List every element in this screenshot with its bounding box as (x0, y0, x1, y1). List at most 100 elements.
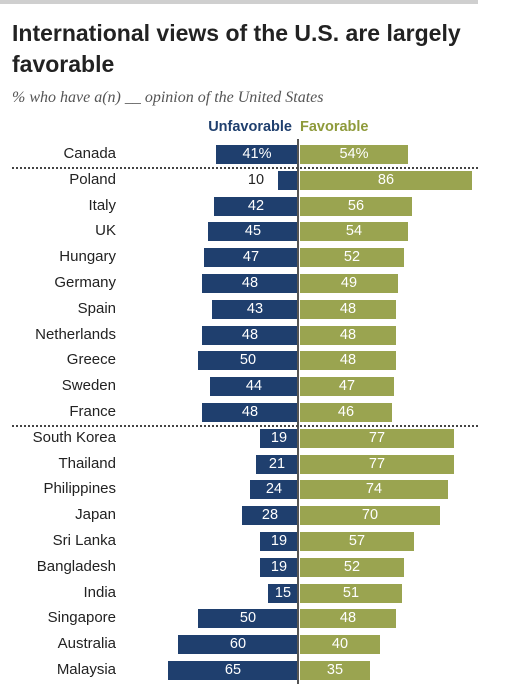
country-label: Australia (57, 635, 116, 653)
favorable-bar (300, 145, 408, 164)
chart-row: South Korea 19 77 (0, 425, 516, 451)
unfavorable-value-label: 21 (268, 455, 286, 472)
favorable-bar (300, 403, 392, 422)
unfavorable-value-label: 19 (270, 533, 288, 549)
favorable-bar (300, 635, 380, 655)
favorable-value-label: 49 (340, 275, 358, 291)
favorable-value-label: 54 (345, 223, 363, 240)
top-rule (0, 0, 478, 4)
country-label: UK (95, 222, 116, 240)
unfavorable-value-label: 41% (242, 146, 272, 162)
unfavorable-bar (242, 506, 298, 526)
chart-row: Japan 28 70 (0, 502, 516, 528)
chart-row: Bangladesh 19 52 (0, 554, 516, 580)
unfavorable-value-label: 45 (244, 223, 262, 240)
chart-row: Singapore 50 48 (0, 605, 516, 631)
unfavorable-value-label: 24 (265, 481, 283, 498)
unfavorable-bar (210, 377, 298, 397)
chart-row: Spain 43 48 (0, 296, 516, 322)
country-label: India (83, 583, 116, 601)
group-separator (12, 424, 478, 427)
group-separator (12, 166, 478, 169)
unfavorable-value-label: 19 (270, 558, 288, 575)
country-label: Philippines (43, 480, 116, 498)
center-axis (297, 139, 299, 684)
country-label: Greece (66, 351, 116, 369)
country-label: Sweden (61, 377, 116, 395)
unfavorable-bar (168, 661, 298, 680)
favorable-bar (300, 557, 404, 577)
favorable-bar (300, 351, 396, 371)
chart-row: Poland 10 86 (0, 167, 516, 193)
unfavorable-value-label: 28 (261, 507, 279, 524)
unfavorable-bar (216, 145, 298, 164)
favorable-value-label: 74 (365, 481, 383, 498)
favorable-bar (300, 583, 402, 603)
country-label: Malaysia (56, 661, 116, 678)
chart-row: Sri Lanka 19 57 (0, 528, 516, 554)
favorable-bar (300, 196, 412, 216)
favorable-value-label: 35 (326, 662, 344, 678)
chart-row: India 15 51 (0, 580, 516, 606)
chart-row: Thailand 21 77 (0, 451, 516, 477)
favorable-bar (300, 222, 408, 242)
favorable-value-label: 47 (338, 378, 356, 395)
favorable-value-label: 40 (331, 636, 349, 653)
unfavorable-bar (212, 299, 298, 319)
country-label: Netherlands (35, 325, 116, 343)
legend-favorable: Favorable (300, 119, 369, 135)
chart-row: Netherlands 48 48 (0, 322, 516, 348)
unfavorable-value-label: 50 (239, 352, 257, 369)
country-label: Germany (54, 274, 116, 291)
unfavorable-bar (268, 583, 298, 603)
favorable-bar (300, 299, 396, 319)
favorable-bar (300, 428, 454, 448)
country-label: Poland (69, 170, 116, 188)
unfavorable-value-label: 60 (229, 636, 247, 653)
unfavorable-value-label: 10 (247, 171, 265, 188)
country-label: South Korea (32, 428, 116, 446)
country-label: Hungary (59, 248, 116, 266)
chart-row: France 48 46 (0, 399, 516, 425)
unfavorable-bar (178, 635, 298, 655)
unfavorable-bar (204, 248, 298, 268)
favorable-value-label: 48 (339, 326, 357, 343)
favorable-bar (300, 325, 396, 345)
favorable-value-label: 70 (361, 507, 379, 524)
unfavorable-value-label: 42 (247, 197, 265, 214)
chart-row: Philippines 24 74 (0, 476, 516, 502)
country-label: Italy (88, 196, 116, 214)
unfavorable-value-label: 48 (241, 275, 259, 291)
country-label: France (69, 403, 116, 420)
unfavorable-value-label: 47 (242, 249, 260, 266)
favorable-value-label: 77 (368, 429, 386, 446)
chart-row: Australia 60 40 (0, 631, 516, 657)
favorable-value-label: 46 (337, 404, 355, 420)
unfavorable-bar (278, 170, 298, 190)
unfavorable-bar (214, 196, 298, 216)
unfavorable-value-label: 19 (270, 429, 288, 446)
favorable-value-label: 48 (339, 300, 357, 317)
chart-row: Greece 50 48 (0, 347, 516, 373)
unfavorable-bar (250, 480, 298, 500)
favorable-value-label: 48 (339, 610, 357, 627)
favorable-bar (300, 480, 448, 500)
favorable-bar (300, 248, 404, 268)
favorable-value-label: 51 (342, 584, 360, 601)
favorable-value-label: 54% (339, 146, 369, 162)
country-label: Bangladesh (36, 557, 116, 575)
unfavorable-bar (256, 454, 298, 474)
unfavorable-bar (260, 428, 298, 448)
chart-row: Canada 41% 54% (0, 141, 516, 167)
favorable-value-label: 86 (377, 171, 395, 188)
favorable-bar (300, 609, 396, 629)
unfavorable-value-label: 65 (224, 662, 242, 678)
unfavorable-bar (208, 222, 298, 242)
country-label: Japan (75, 506, 116, 524)
unfavorable-bar (198, 351, 298, 371)
chart-row: Germany 48 49 (0, 270, 516, 296)
country-label: Spain (77, 299, 116, 317)
unfavorable-value-label: 15 (274, 584, 292, 601)
favorable-value-label: 77 (368, 455, 386, 472)
favorable-value-label: 52 (343, 558, 361, 575)
